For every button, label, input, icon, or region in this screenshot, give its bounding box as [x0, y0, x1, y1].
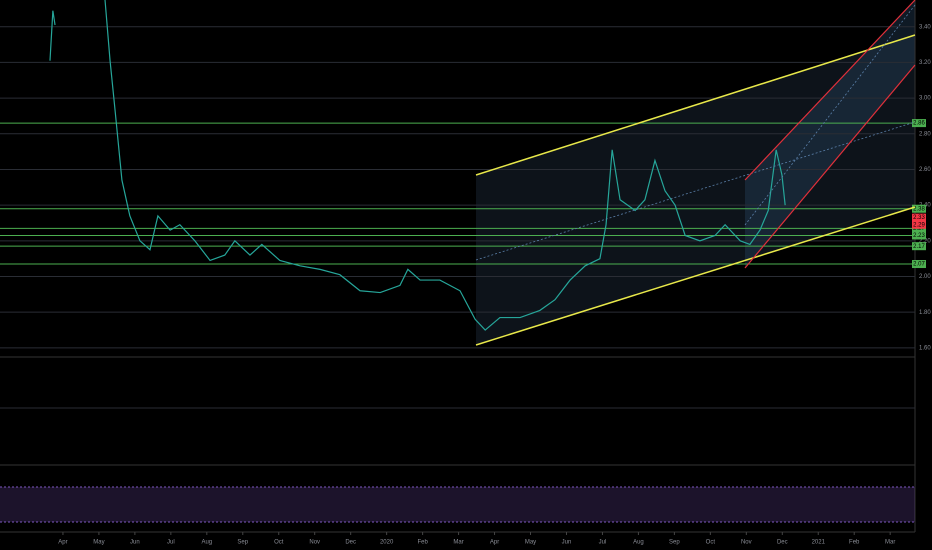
price-tag-label: 2.33 [913, 215, 925, 221]
y-tick-label: 1.80 [919, 310, 931, 316]
level-label: 2.17 [913, 244, 925, 250]
trend-mid [475, 121, 916, 261]
y-tick-label: 3.00 [919, 96, 931, 102]
level-label: 2.27 [913, 226, 925, 232]
price-tag [912, 220, 926, 229]
trend-line [475, 206, 916, 346]
x-tick-label: Jul [599, 540, 607, 546]
level-tag [912, 260, 926, 269]
x-tick-label: 2021 [812, 540, 826, 546]
level-tag [912, 231, 926, 240]
trend-line [475, 34, 916, 176]
y-tick-label: 2.80 [919, 131, 931, 137]
y-tick-label: 2.20 [919, 238, 931, 244]
x-tick-label: Jun [562, 540, 572, 546]
x-tick-label: Dec [345, 540, 356, 546]
x-tick-label: Aug [633, 540, 644, 546]
pitch-line [744, 0, 916, 181]
rsi-band [0, 487, 915, 522]
x-tick-label: Feb [417, 540, 428, 546]
x-tick-label: Mar [453, 540, 463, 546]
x-tick-label: Jul [167, 540, 175, 546]
x-tick-label: Oct [274, 540, 284, 546]
y-tick-label: 3.40 [919, 24, 931, 30]
x-tick-label: Feb [849, 540, 860, 546]
y-tick-label: 2.60 [919, 167, 931, 173]
level-tag [912, 204, 926, 213]
price-line [49, 10, 56, 61]
x-tick-label: Apr [58, 540, 67, 546]
x-tick-label: Nov [309, 540, 320, 546]
pitch-line [744, 64, 916, 269]
level-tag [912, 119, 926, 128]
price-tag [912, 213, 926, 222]
x-tick-label: Sep [237, 540, 248, 546]
price-line [104, 0, 786, 331]
x-tick-label: May [525, 540, 536, 546]
x-tick-label: Nov [741, 540, 752, 546]
y-tick-label: 2.00 [919, 274, 931, 280]
channel-fill [476, 35, 915, 345]
level-tag [912, 242, 926, 251]
x-tick-label: Mar [885, 540, 895, 546]
x-tick-label: Oct [706, 540, 716, 546]
x-tick-label: Sep [669, 540, 680, 546]
y-tick-label: 1.60 [919, 345, 931, 351]
x-tick-label: Apr [490, 540, 499, 546]
level-label: 2.38 [913, 206, 925, 212]
price-tag-label: 2.29 [913, 222, 925, 228]
level-label: 2.23 [913, 233, 925, 239]
y-tick-label: 3.20 [919, 60, 931, 66]
x-tick-label: Jun [130, 540, 140, 546]
x-tick-label: Aug [201, 540, 212, 546]
level-label: 2.86 [913, 121, 925, 127]
x-tick-label: 2020 [380, 540, 394, 546]
x-tick-label: May [93, 540, 104, 546]
level-label: 2.07 [913, 262, 925, 268]
x-tick-label: Dec [777, 540, 788, 546]
